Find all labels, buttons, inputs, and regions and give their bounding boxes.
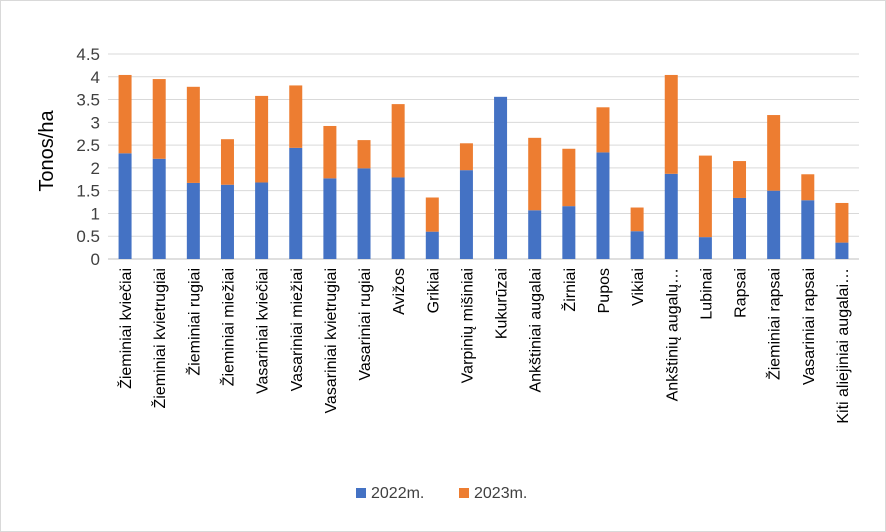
legend-swatch: [356, 488, 366, 498]
x-category-label: Lubinai: [698, 268, 715, 320]
bar-series-2: [596, 107, 610, 153]
legend-label: 2022m.: [371, 485, 424, 502]
bar-series-1: [152, 158, 166, 259]
bar-series-1: [596, 152, 610, 259]
y-tick-label: 4: [91, 68, 100, 87]
bar-series-1: [528, 210, 542, 259]
bar-series-2: [835, 202, 849, 243]
bar-series-2: [323, 125, 337, 179]
x-category-label: Žieminiai miežiai: [218, 268, 237, 386]
bar-series-2: [152, 79, 166, 159]
y-tick-label: 3.5: [76, 91, 100, 110]
bar-series-1: [425, 231, 439, 259]
bar-series-1: [289, 147, 303, 259]
x-category-label: Vasariniai miežiai: [289, 268, 306, 391]
bar-series-1: [220, 184, 234, 259]
bar-series-1: [801, 200, 815, 259]
bar-series-2: [391, 104, 405, 178]
bar-series-2: [801, 174, 815, 201]
bar-series-2: [562, 148, 576, 207]
gridlines: [108, 53, 859, 260]
x-category-label: Grikiai: [425, 268, 442, 313]
y-tick-label: 1.5: [76, 182, 100, 201]
x-category-label: Žieminiai rapsai: [765, 268, 784, 380]
y-tick-label: 0: [91, 250, 100, 269]
y-tick-label: 2.5: [76, 136, 100, 155]
bar-series-1: [698, 237, 712, 259]
x-category-label: Ankštinių augalų…: [664, 268, 681, 401]
legend: 2022m. 2023m.: [356, 485, 527, 502]
bar-series-2: [255, 95, 269, 183]
bar-series-1: [186, 182, 200, 259]
bar-series-1: [494, 96, 508, 259]
x-category-label: Vikiai: [630, 268, 647, 306]
bar-series-2: [733, 161, 747, 198]
bar-series-1: [733, 197, 747, 259]
x-category-label: Žieminiai kvietrugiai: [150, 268, 169, 409]
x-category-label: Rapsai: [733, 268, 750, 318]
bar-series-2: [357, 140, 371, 169]
bar-series-2: [630, 207, 644, 232]
bar-series-2: [528, 137, 542, 211]
y-tick-label: 2: [91, 159, 100, 178]
bar-series-2: [664, 74, 678, 174]
bar-series-1: [323, 178, 337, 259]
bar-series-2: [289, 85, 303, 148]
x-axis-labels: Žieminiai kviečiai Žieminiai kvietrugiai Ž…: [116, 268, 852, 424]
bar-series-1: [391, 177, 405, 259]
bar-series-1: [255, 182, 269, 259]
bar-series-2: [425, 197, 439, 232]
x-category-label: Žirniai: [560, 268, 579, 312]
bar-series-2: [459, 143, 473, 171]
y-tick-label: 0.5: [76, 227, 100, 246]
bar-series-2: [698, 155, 712, 238]
legend-label: 2023m.: [474, 485, 527, 502]
x-category-label: Kiti aliejiniai augalai…: [835, 268, 852, 424]
x-category-label: Vasariniai kvietrugiai: [323, 268, 340, 414]
bar-series-2: [767, 115, 781, 191]
bar-series-2: [186, 86, 200, 183]
x-category-label: Pupos: [596, 268, 613, 313]
bar-series-1: [630, 231, 644, 259]
bar-series-1: [459, 170, 473, 259]
x-category-label: Kukurūzai: [494, 268, 511, 339]
x-category-label: Avižos: [391, 268, 408, 315]
x-category-label: Vasariniai kviečiai: [255, 268, 272, 394]
bar-series-1: [562, 206, 576, 259]
bar-series-1: [118, 153, 132, 259]
bars: [118, 74, 849, 259]
bar-series-1: [767, 190, 781, 259]
x-category-label: Ankštiniai augalai: [528, 268, 545, 393]
bar-series-1: [835, 242, 849, 259]
x-category-label: Varpinių mišiniai: [459, 268, 476, 383]
y-tick-label: 3: [91, 113, 100, 132]
legend-swatch: [459, 488, 469, 498]
bar-series-2: [220, 139, 234, 185]
x-category-label: Vasariniai rapsai: [801, 268, 818, 385]
bar-series-1: [664, 173, 678, 259]
bar-series-1: [357, 168, 371, 259]
x-category-label: Žieminiai rugiai: [184, 268, 203, 376]
x-category-label: Vasariniai rugiai: [357, 268, 374, 381]
y-tick-label: 4.5: [76, 45, 100, 64]
bar-series-2: [118, 74, 132, 154]
y-axis-title: Tonos/ha: [36, 110, 58, 192]
x-category-label: Žieminiai kviečiai: [116, 268, 135, 389]
y-tick-label: 1: [91, 204, 100, 223]
y-axis-ticks: 0 0.5 1 1.5 2 2.5 3 3.5 4 4.5: [76, 45, 100, 269]
